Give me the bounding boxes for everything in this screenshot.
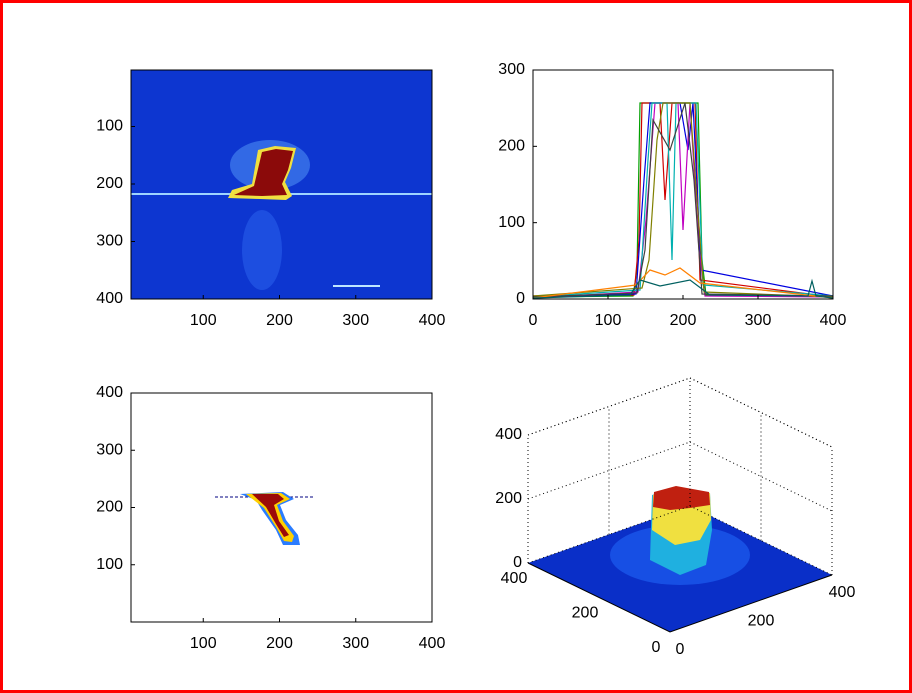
x-tick-label: 400 [419, 312, 446, 329]
y-tick-label: 400 [96, 384, 123, 401]
x-tick-label: 100 [595, 312, 622, 329]
y-tick-label: 0 [652, 639, 661, 656]
axis-line [527, 562, 833, 633]
x-tick-label: 300 [342, 312, 369, 329]
x-tick-label: 0 [676, 641, 685, 658]
z-tick-label: 0 [513, 554, 522, 571]
surface-content [528, 486, 832, 632]
grid-line [527, 505, 691, 564]
x-tick-label: 0 [529, 312, 538, 329]
z-tick-label: 200 [495, 490, 522, 507]
y-tick-label: 100 [498, 214, 525, 231]
x-tick-label: 100 [190, 635, 217, 652]
grid-line [527, 377, 691, 436]
y-tick-label: 100 [96, 556, 123, 573]
y-tick-label: 200 [572, 605, 599, 622]
axes-box [130, 392, 433, 623]
y-tick-label: 300 [96, 233, 123, 250]
y-tick-label: 400 [96, 290, 123, 307]
x-tick-label: 400 [419, 635, 446, 652]
x-tick-label: 200 [266, 312, 293, 329]
z-tick-label: 400 [495, 426, 522, 443]
y-tick-label: 300 [96, 441, 123, 458]
image-content [131, 70, 432, 299]
grid-line [527, 441, 691, 500]
y-tick-label: 200 [96, 499, 123, 516]
x-tick-label: 300 [342, 635, 369, 652]
y-tick-label: 100 [96, 118, 123, 135]
y-tick-label: 200 [96, 175, 123, 192]
x-tick-label: 400 [829, 584, 856, 601]
line-content [532, 102, 834, 299]
contour-content [215, 492, 313, 545]
y-tick-label: 400 [501, 570, 528, 587]
y-tick-label: 200 [498, 138, 525, 155]
y-tick-label: 300 [498, 61, 525, 78]
x-tick-label: 300 [745, 312, 772, 329]
x-tick-label: 400 [820, 312, 847, 329]
x-tick-label: 200 [670, 312, 697, 329]
x-tick-label: 100 [190, 312, 217, 329]
y-tick-label: 0 [516, 290, 525, 307]
grid-line [689, 377, 833, 448]
x-tick-label: 200 [748, 613, 775, 630]
axes-box [532, 69, 834, 300]
box-edge [689, 377, 833, 448]
x-tick-label: 200 [266, 635, 293, 652]
